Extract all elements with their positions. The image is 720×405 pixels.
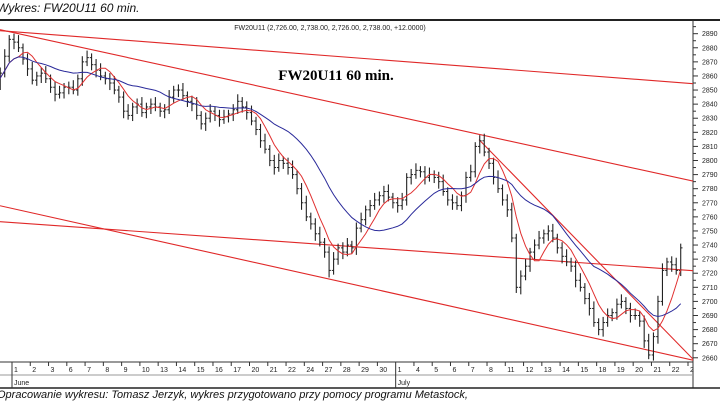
date-tick-label: 29 bbox=[361, 367, 369, 374]
price-tick-label: 2830 bbox=[702, 116, 718, 123]
date-tick-label: 20 bbox=[252, 367, 260, 374]
date-tick-label: 13 bbox=[160, 367, 168, 374]
date-tick-label: 20 bbox=[635, 367, 643, 374]
price-tick-label: 2730 bbox=[702, 257, 718, 264]
chart-header: FW20U11 (2,726.00, 2,738.00, 2,726.00, 2… bbox=[234, 25, 426, 32]
date-tick-label: 3 bbox=[51, 367, 55, 374]
price-tick-label: 2810 bbox=[702, 144, 718, 151]
price-tick-label: 2740 bbox=[702, 243, 718, 250]
date-tick-label: 11 bbox=[507, 367, 514, 374]
date-tick-label: 14 bbox=[562, 367, 570, 374]
date-tick-label: 14 bbox=[178, 367, 186, 374]
date-tick-label: 24 bbox=[306, 367, 314, 374]
month-label: July bbox=[398, 380, 411, 387]
date-tick-label: 21 bbox=[270, 367, 278, 374]
price-tick-label: 2870 bbox=[702, 59, 718, 66]
date-tick-label: 2 bbox=[690, 367, 694, 374]
trendlines bbox=[0, 29, 693, 361]
date-tick-label: 19 bbox=[617, 367, 625, 374]
trendline bbox=[0, 205, 693, 361]
short-moving-average-line bbox=[0, 51, 682, 332]
month-label: June bbox=[14, 380, 29, 387]
price-tick-label: 2790 bbox=[702, 172, 718, 179]
date-tick-label: 6 bbox=[69, 367, 73, 374]
trendline bbox=[0, 29, 693, 182]
date-tick-label: 27 bbox=[325, 367, 333, 374]
date-tick-label: 13 bbox=[544, 367, 552, 374]
price-tick-label: 2770 bbox=[702, 200, 718, 207]
date-tick-label: 1 bbox=[14, 367, 18, 374]
long-moving-average-line bbox=[0, 56, 682, 318]
price-tick-label: 2710 bbox=[702, 285, 718, 292]
date-tick-label: 22 bbox=[288, 367, 296, 374]
date-tick-label: 15 bbox=[197, 367, 205, 374]
date-tick-label: 6 bbox=[452, 367, 456, 374]
price-tick-label: 2850 bbox=[702, 88, 718, 95]
price-tick-label: 2720 bbox=[702, 271, 718, 278]
price-tick-label: 2840 bbox=[702, 102, 718, 109]
date-tick-label: 28 bbox=[343, 367, 351, 374]
price-tick-label: 2820 bbox=[702, 130, 718, 137]
date-tick-label: 10 bbox=[142, 367, 150, 374]
date-tick-label: 30 bbox=[379, 367, 387, 374]
date-tick-label: 5 bbox=[434, 367, 438, 374]
date-tick-label: 16 bbox=[215, 367, 223, 374]
trendline bbox=[478, 139, 693, 360]
date-tick-label: 17 bbox=[233, 367, 241, 374]
date-tick-label: 8 bbox=[489, 367, 493, 374]
date-tick-label: 1 bbox=[398, 367, 402, 374]
date-tick-label: 2 bbox=[32, 367, 36, 374]
price-tick-label: 2780 bbox=[702, 186, 718, 193]
date-tick-label: 15 bbox=[580, 367, 588, 374]
price-tick-label: 2670 bbox=[702, 341, 718, 348]
chart-caption-bottom: Opracowanie wykresu: Tomasz Jerzyk, wykr… bbox=[0, 389, 468, 401]
price-tick-label: 2760 bbox=[702, 214, 718, 221]
price-tick-label: 2700 bbox=[702, 299, 718, 306]
trendline bbox=[0, 221, 693, 272]
date-axis: 11June2367891013141516172021222427282930… bbox=[0, 361, 720, 389]
chart-caption-top: Wykres: FW20U11 60 min. bbox=[0, 1, 140, 15]
date-tick-label: 21 bbox=[653, 367, 661, 374]
date-tick-label: 8 bbox=[105, 367, 109, 374]
date-tick-label: 18 bbox=[599, 367, 607, 374]
price-tick-label: 2690 bbox=[702, 313, 718, 320]
price-tick-label: 2750 bbox=[702, 228, 718, 235]
price-axis: 2660 2670 2680 2690 2700 2710 2720 2730 2740 2750… bbox=[693, 26, 718, 362]
price-tick-label: 2800 bbox=[702, 158, 718, 165]
date-tick-label: 12 bbox=[526, 367, 534, 374]
date-tick-label: 22 bbox=[672, 367, 680, 374]
date-tick-label: 9 bbox=[124, 367, 128, 374]
moving-averages bbox=[0, 51, 682, 332]
price-tick-label: 2680 bbox=[702, 327, 718, 334]
price-tick-label: 2890 bbox=[702, 31, 718, 38]
price-tick-label: 2660 bbox=[702, 355, 718, 362]
date-tick-label: 7 bbox=[87, 367, 91, 374]
price-bars bbox=[0, 33, 683, 361]
date-tick-label: 7 bbox=[471, 367, 475, 374]
price-tick-label: 2880 bbox=[702, 45, 718, 52]
price-tick-label: 2860 bbox=[702, 73, 718, 80]
chart-title: FW20U11 60 min. bbox=[278, 68, 394, 84]
date-tick-label: 4 bbox=[416, 367, 420, 374]
trendline bbox=[0, 30, 693, 85]
